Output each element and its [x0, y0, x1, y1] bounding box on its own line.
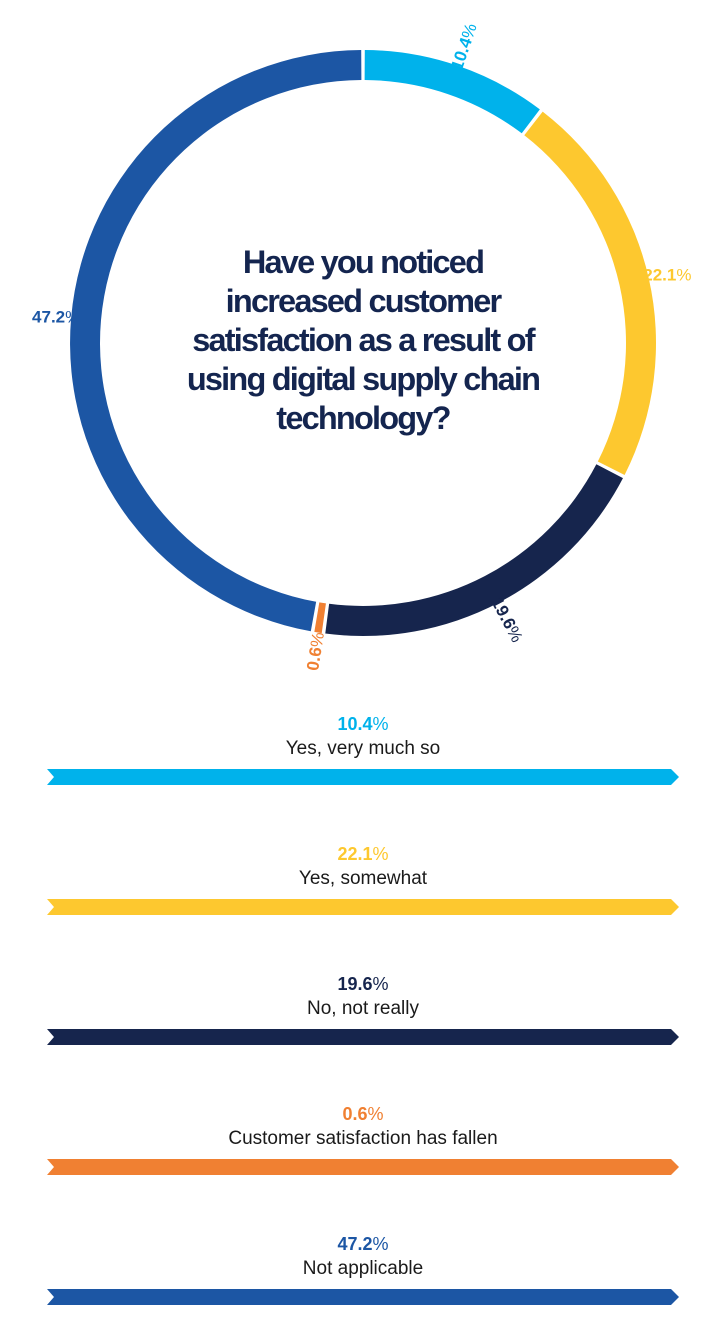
chart-title: Have you noticed increased customer sati… — [186, 244, 541, 436]
legend-item-yes-very-much-so: 10.4% Yes, very much so — [0, 705, 726, 815]
legend-value-number: 10.4 — [337, 714, 373, 734]
legend-label: Not applicable — [302, 1258, 424, 1279]
slice-label-yes-somewhat: 22.1% — [643, 265, 691, 284]
legend-bar — [47, 1029, 679, 1045]
legend-value: 47.2% — [0, 1233, 726, 1255]
legend-value-unit: % — [372, 714, 389, 734]
legend-label: No, not really — [307, 998, 419, 1019]
legend-value-unit: % — [372, 974, 389, 994]
legend-bar — [47, 1289, 679, 1305]
slice-label-customer-satisfaction-has-fallen: 0.6% — [303, 631, 328, 672]
legend-bar — [47, 769, 679, 785]
donut-slice-yes-very-much-so — [364, 50, 540, 134]
legend-label: Customer satisfaction has fallen — [228, 1128, 498, 1149]
slice-label-yes-very-much-so: 10.4% — [447, 21, 480, 73]
slice-label-no-not-really: 19.6% — [488, 594, 527, 646]
legend-value: 22.1% — [0, 843, 726, 865]
legend-label: Yes, very much so — [285, 738, 441, 759]
legend-bar — [47, 899, 679, 915]
legend-value-number: 19.6 — [337, 974, 373, 994]
legend-value-number: 22.1 — [337, 844, 373, 864]
legend-item-not-applicable: 47.2% Not applicable — [0, 1225, 726, 1335]
legend-bar — [47, 1159, 679, 1175]
donut-slice-not-applicable — [70, 50, 362, 632]
legend-value-unit: % — [372, 1234, 389, 1254]
donut-slices — [70, 50, 656, 636]
legend-value-number: 47.2 — [337, 1234, 373, 1254]
legend-item-customer-satisfaction-has-fallen: 0.6% Customer satisfaction has fallen — [0, 1095, 726, 1205]
legend-value-unit: % — [367, 1104, 384, 1124]
legend-item-yes-somewhat: 22.1% Yes, somewhat — [0, 835, 726, 945]
legend-value-number: 0.6 — [342, 1104, 368, 1124]
legend-label: Yes, somewhat — [298, 868, 428, 889]
legend-value: 0.6% — [0, 1103, 726, 1125]
legend-value-unit: % — [372, 844, 389, 864]
legend-item-no-not-really: 19.6% No, not really — [0, 965, 726, 1075]
donut-slice-no-not-really — [325, 464, 623, 636]
donut-slice-customer-satisfaction-has-fallen — [314, 602, 326, 634]
donut-chart: 10.4% 22.1% 19.6% 0.6% 47.2% — [32, 21, 691, 672]
legend-value: 10.4% — [0, 713, 726, 735]
slice-label-not-applicable: 47.2% — [32, 307, 80, 326]
donut-slice-yes-somewhat — [524, 111, 656, 475]
legend-value: 19.6% — [0, 973, 726, 995]
